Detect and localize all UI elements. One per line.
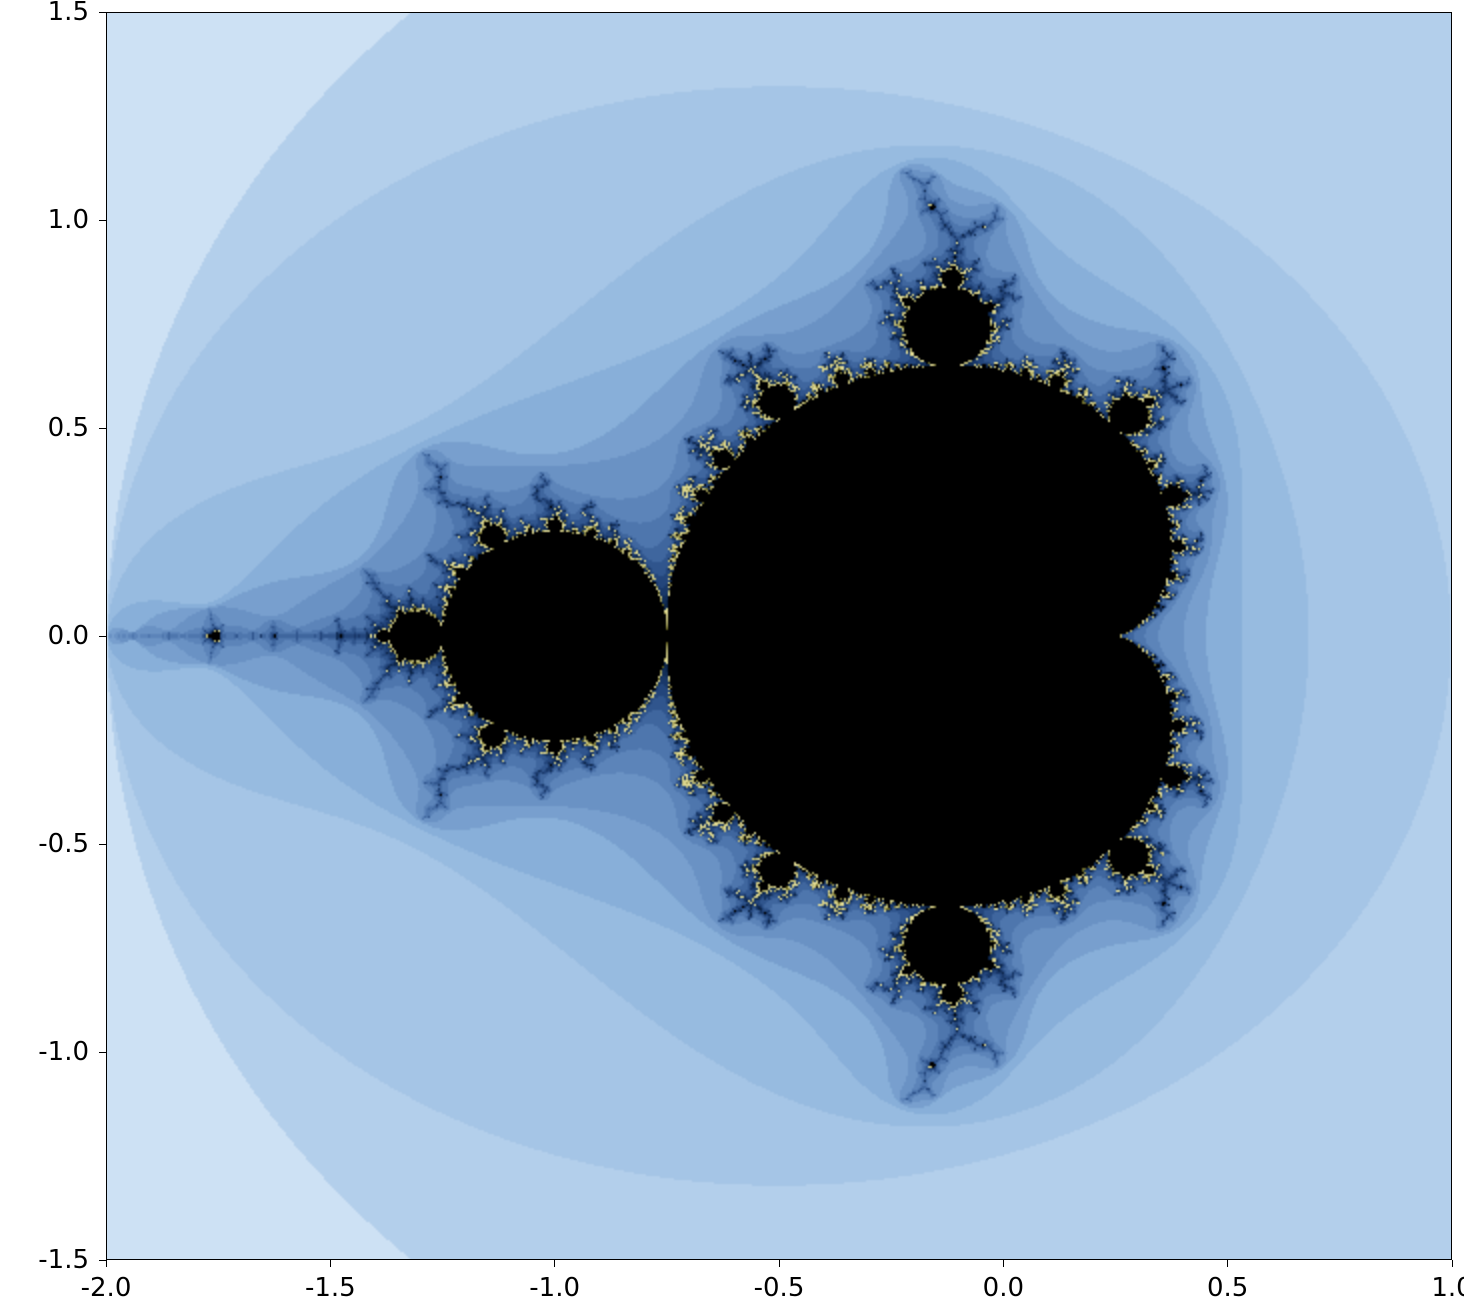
x-tick-label: -1.5 [305,1273,356,1303]
y-tick-label: -0.5 [38,829,89,859]
x-tick-label: 0.5 [1207,1273,1248,1303]
figure: -2.0-1.5-1.0-0.50.00.51.0-1.5-1.0-0.50.0… [0,0,1464,1316]
x-tick [1452,1260,1453,1267]
x-tick [330,1260,331,1267]
y-tick [99,220,106,221]
x-tick [554,1260,555,1267]
x-tick [1227,1260,1228,1267]
x-tick-label: -0.5 [754,1273,805,1303]
y-tick [99,1260,106,1261]
x-tick-label: -2.0 [81,1273,132,1303]
y-tick-label: -1.0 [38,1037,89,1067]
x-tick-label: 1.0 [1431,1273,1464,1303]
y-tick [99,636,106,637]
x-tick-label: 0.0 [983,1273,1024,1303]
y-tick [99,428,106,429]
x-tick-label: -1.0 [529,1273,580,1303]
y-tick [99,1052,106,1053]
y-tick-label: 1.5 [48,0,89,27]
mandelbrot-canvas [106,12,1452,1260]
x-tick [1003,1260,1004,1267]
y-tick-label: 0.0 [48,621,89,651]
y-tick-label: -1.5 [38,1245,89,1275]
y-tick-label: 1.0 [48,205,89,235]
y-tick [99,12,106,13]
y-tick-label: 0.5 [48,413,89,443]
y-tick [99,844,106,845]
x-tick [106,1260,107,1267]
x-tick [779,1260,780,1267]
